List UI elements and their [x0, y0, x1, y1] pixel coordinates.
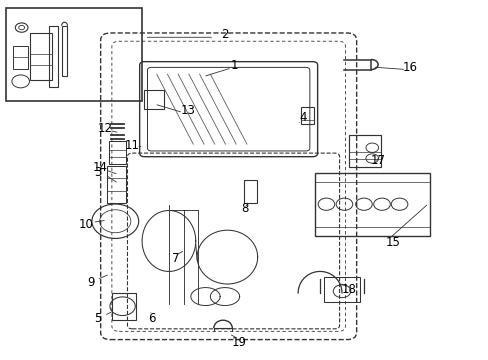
Text: 7: 7 — [172, 252, 180, 265]
Text: 12: 12 — [98, 122, 113, 135]
Text: 11: 11 — [124, 139, 140, 152]
Text: 9: 9 — [87, 276, 95, 289]
Text: 4: 4 — [299, 111, 306, 124]
Text: 14: 14 — [93, 161, 108, 174]
Text: 16: 16 — [402, 60, 417, 73]
Text: 8: 8 — [240, 202, 248, 215]
Text: 5: 5 — [94, 311, 102, 325]
Text: 17: 17 — [370, 154, 386, 167]
Bar — [315, 173, 429, 235]
Text: 13: 13 — [181, 104, 196, 117]
Bar — [243, 180, 257, 203]
Bar — [348, 135, 380, 167]
Text: 1: 1 — [230, 59, 238, 72]
Bar — [61, 26, 67, 76]
Bar — [143, 90, 163, 109]
Bar — [107, 166, 125, 203]
Text: 15: 15 — [385, 236, 400, 249]
Bar — [30, 33, 52, 80]
Bar — [5, 8, 142, 101]
Text: 18: 18 — [341, 283, 356, 296]
Text: 10: 10 — [79, 218, 93, 231]
Text: 19: 19 — [232, 336, 246, 348]
Bar — [324, 277, 359, 302]
Bar — [112, 293, 136, 320]
Bar — [13, 45, 28, 69]
Text: 2: 2 — [221, 28, 228, 41]
Text: 3: 3 — [94, 166, 102, 179]
Text: 6: 6 — [148, 311, 155, 325]
Bar — [109, 140, 125, 164]
Bar — [49, 26, 58, 87]
Bar — [300, 107, 314, 125]
